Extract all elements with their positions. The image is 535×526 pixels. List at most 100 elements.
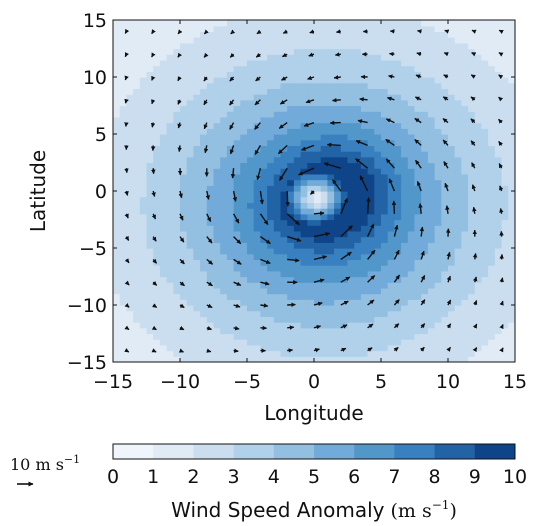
contour-cell	[146, 316, 154, 323]
contour-cell	[206, 162, 215, 169]
contour-cell	[213, 350, 221, 357]
wind-vector	[313, 255, 328, 261]
contour-cell	[394, 191, 402, 198]
contour-cell	[193, 208, 201, 215]
contour-cell	[159, 42, 168, 50]
contour-cell	[501, 356, 509, 362]
contour-cell	[113, 242, 121, 249]
contour-cell	[300, 299, 308, 306]
contour-cell	[401, 282, 409, 289]
contour-cell	[414, 25, 422, 32]
contour-cell	[173, 265, 181, 272]
contour-cell	[494, 327, 503, 335]
contour-cell	[293, 25, 302, 32]
contour-cell	[394, 219, 402, 226]
contour-cell	[387, 350, 395, 357]
contour-cell	[166, 242, 174, 249]
contour-cell	[293, 116, 302, 124]
contour-cell	[340, 111, 349, 118]
contour-cell	[481, 122, 489, 129]
contour-cell	[133, 202, 141, 209]
contour-cell	[501, 156, 509, 164]
contour-cell	[173, 327, 181, 335]
contour-cell	[287, 31, 295, 38]
contour-cell	[407, 213, 416, 221]
contour-cell	[427, 282, 436, 289]
contour-cell	[474, 134, 483, 141]
contour-cell	[401, 25, 409, 32]
contour-cell	[193, 242, 201, 249]
wind-vector	[124, 52, 129, 58]
contour-cell	[394, 59, 402, 67]
contour-cell	[253, 350, 261, 357]
contour-cell	[146, 276, 154, 283]
contour-cell	[461, 236, 469, 243]
contour-cell	[133, 276, 141, 283]
contour-cell	[401, 242, 409, 249]
contour-cell	[454, 94, 462, 101]
contour-cell	[494, 59, 503, 67]
contour-cell	[367, 253, 375, 260]
contour-cell	[119, 173, 127, 181]
contour-cell	[226, 202, 235, 209]
contour-cell	[133, 151, 141, 158]
contour-cell	[448, 242, 456, 249]
contour-cell	[387, 270, 395, 278]
contour-cell	[200, 156, 208, 164]
contour-cell	[206, 71, 215, 78]
contour-cell	[119, 185, 127, 192]
contour-cell	[307, 327, 315, 335]
wind-vector	[367, 347, 373, 352]
contour-cell	[193, 151, 201, 158]
contour-cell	[139, 37, 148, 44]
contour-cell	[354, 230, 362, 238]
contour-cell	[434, 270, 442, 278]
contour-cell	[159, 145, 168, 152]
contour-cell	[334, 105, 342, 112]
wind-vector	[393, 346, 399, 352]
contour-cell	[213, 105, 221, 112]
contour-cell	[300, 48, 308, 55]
contour-cell	[427, 236, 436, 243]
contour-cell	[488, 230, 496, 238]
contour-cell	[334, 327, 342, 335]
contour-cell	[193, 299, 201, 306]
contour-cell	[166, 128, 174, 135]
contour-cell	[300, 213, 308, 221]
contour-cell	[394, 31, 402, 38]
contour-cell	[427, 316, 436, 323]
contour-cell	[401, 151, 409, 158]
contour-cell	[434, 42, 442, 50]
y-tick-label: −10	[67, 295, 107, 317]
contour-cell	[314, 310, 322, 317]
contour-cell	[488, 305, 496, 312]
contour-cell	[481, 287, 489, 295]
contour-cell	[253, 185, 261, 192]
contour-cell	[267, 77, 275, 84]
contour-cell	[220, 25, 228, 32]
contour-cell	[387, 265, 395, 272]
wind-vector	[471, 29, 477, 34]
colorbar	[112, 443, 516, 460]
wind-vector	[416, 180, 422, 192]
contour-cell	[360, 344, 369, 352]
wind-vector	[445, 205, 450, 214]
wind-vector	[334, 52, 341, 57]
contour-cell	[367, 310, 375, 317]
contour-cell	[240, 65, 248, 72]
contour-cell	[374, 99, 382, 107]
contour-cell	[126, 116, 134, 124]
wind-vector	[124, 302, 130, 308]
contour-cell	[508, 344, 515, 352]
contour-cell	[220, 242, 228, 249]
contour-cell	[220, 173, 228, 181]
contour-cell	[421, 344, 429, 352]
contour-cell	[501, 173, 509, 181]
contour-cell	[468, 134, 476, 141]
contour-cell	[300, 20, 308, 27]
contour-cell	[461, 339, 469, 346]
contour-cell	[367, 327, 375, 335]
contour-cell	[360, 94, 369, 101]
contour-cell	[193, 99, 201, 107]
contour-cell	[461, 25, 469, 32]
